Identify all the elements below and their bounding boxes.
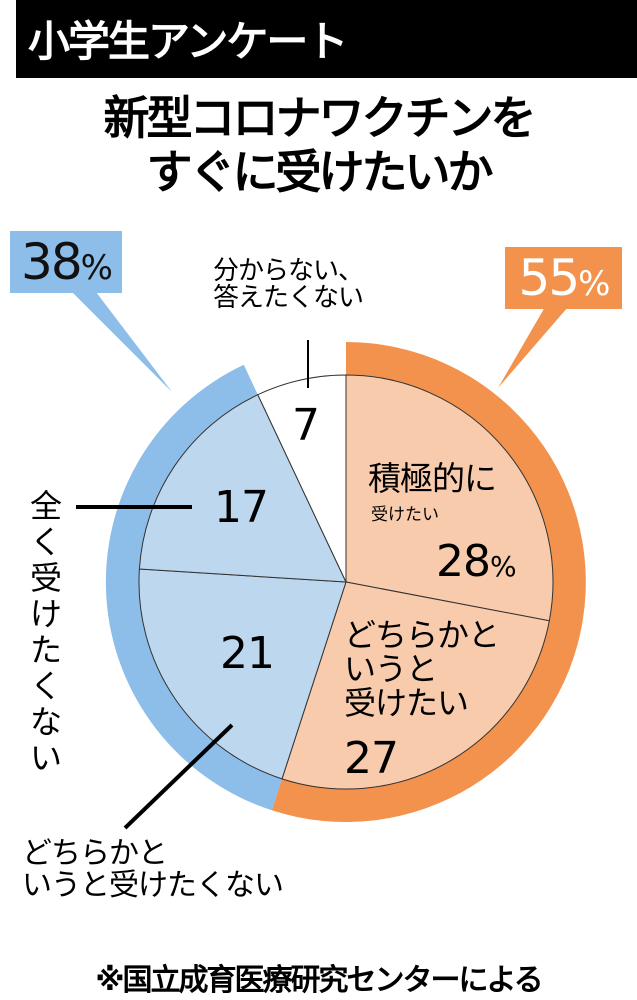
callout-want-total: 55% bbox=[505, 247, 622, 309]
slice-active bbox=[345, 374, 554, 622]
slice-rather-want bbox=[281, 581, 550, 790]
label-rather-want-line3: 受けたい bbox=[344, 684, 469, 722]
label-rather-want-line2: いうと bbox=[344, 650, 438, 688]
value-active-number: 28 bbox=[436, 536, 491, 587]
percent-sign: % bbox=[490, 550, 517, 583]
slice-not-at-all bbox=[138, 394, 347, 583]
label-unknown: 分からない、 答えたくない bbox=[213, 256, 364, 313]
callout-not-want-value: 38 bbox=[21, 233, 83, 291]
header-bar bbox=[16, 0, 637, 78]
source-note: ※国立成育医療研究センターによる bbox=[95, 963, 543, 998]
label-not-at-all: 全く受けたくない bbox=[30, 487, 63, 777]
value-unknown: 7 bbox=[292, 400, 320, 451]
label-unknown-line1: 分からない、 bbox=[213, 256, 364, 286]
callout-not-want-total: 38% bbox=[10, 231, 122, 293]
label-rather-not-line1: どちらかと bbox=[22, 836, 168, 871]
label-unknown-line2: 答えたくない bbox=[213, 283, 364, 313]
label-rather-want-line1: どちらかと bbox=[344, 616, 500, 654]
label-rather-not: どちらかと いうと受けたくない bbox=[22, 836, 284, 903]
callout-tail-blue bbox=[72, 292, 172, 392]
slice-rather-not bbox=[138, 568, 347, 780]
leader-rather-not bbox=[123, 723, 234, 830]
percent-sign: % bbox=[80, 248, 113, 288]
value-not-at-all: 17 bbox=[214, 482, 269, 533]
callout-tail-orange bbox=[498, 307, 568, 388]
slice-unknown bbox=[257, 374, 347, 583]
chart-title-line1: 新型コロナワクチンを bbox=[103, 91, 537, 145]
value-active: 28% bbox=[436, 536, 517, 587]
percent-sign: % bbox=[578, 264, 610, 304]
value-rather-want: 27 bbox=[344, 733, 399, 784]
label-rather-want: どちらかと いうと 受けたい bbox=[344, 616, 500, 722]
label-rather-not-line2: いうと受けたくない bbox=[22, 868, 284, 903]
label-active-sub: 受けたい bbox=[371, 505, 439, 525]
value-rather-not: 21 bbox=[220, 628, 275, 679]
callout-want-value: 55 bbox=[518, 249, 581, 307]
ring-not-want bbox=[105, 364, 282, 811]
chart-title-line2: すぐに受けたいか bbox=[146, 145, 494, 199]
header-title: 小学生アンケート bbox=[28, 17, 348, 66]
label-active: 積極的に bbox=[368, 459, 497, 498]
